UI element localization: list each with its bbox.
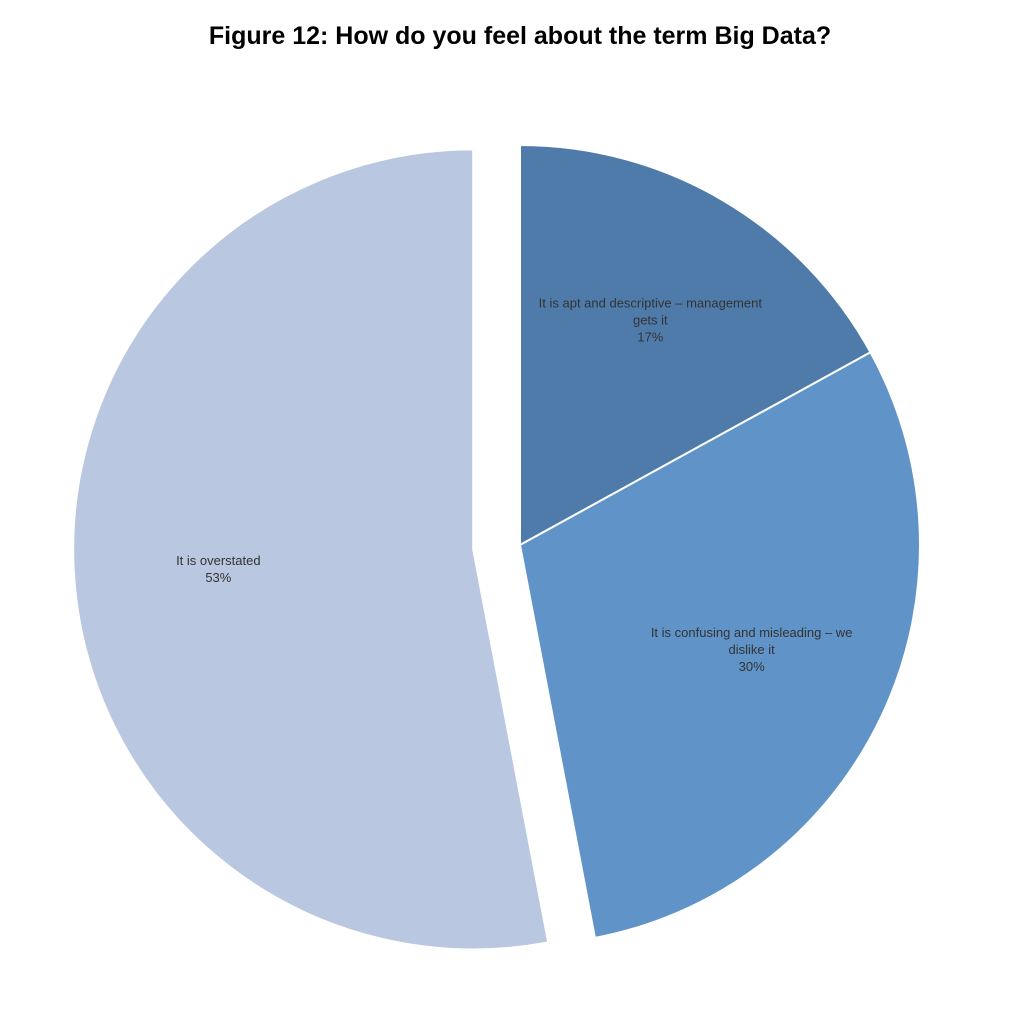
category-label-line: It is confusing and misleading – we bbox=[651, 625, 853, 640]
chart-title: Figure 12: How do you feel about the ter… bbox=[209, 22, 831, 50]
pie-slice bbox=[72, 148, 550, 951]
category-label: It is confusing and misleading – we disli… bbox=[651, 625, 853, 657]
category-label: It is apt and descriptive – management ge… bbox=[539, 296, 763, 328]
data-label: 17% bbox=[637, 330, 663, 345]
category-label-line: It is overstated bbox=[176, 553, 261, 568]
category-label: It is overstated bbox=[176, 553, 261, 568]
category-label-line: gets it bbox=[633, 313, 668, 328]
category-label-line: dislike it bbox=[729, 642, 776, 657]
category-label-line: It is apt and descriptive – management bbox=[539, 296, 763, 311]
data-label: 53% bbox=[205, 570, 231, 585]
pie bbox=[72, 143, 921, 951]
pie-slice bbox=[519, 143, 872, 547]
data-labels: 17% It is apt and descriptive – managemen… bbox=[176, 296, 852, 674]
data-label: 30% bbox=[739, 659, 765, 674]
pie-slice bbox=[518, 350, 921, 940]
